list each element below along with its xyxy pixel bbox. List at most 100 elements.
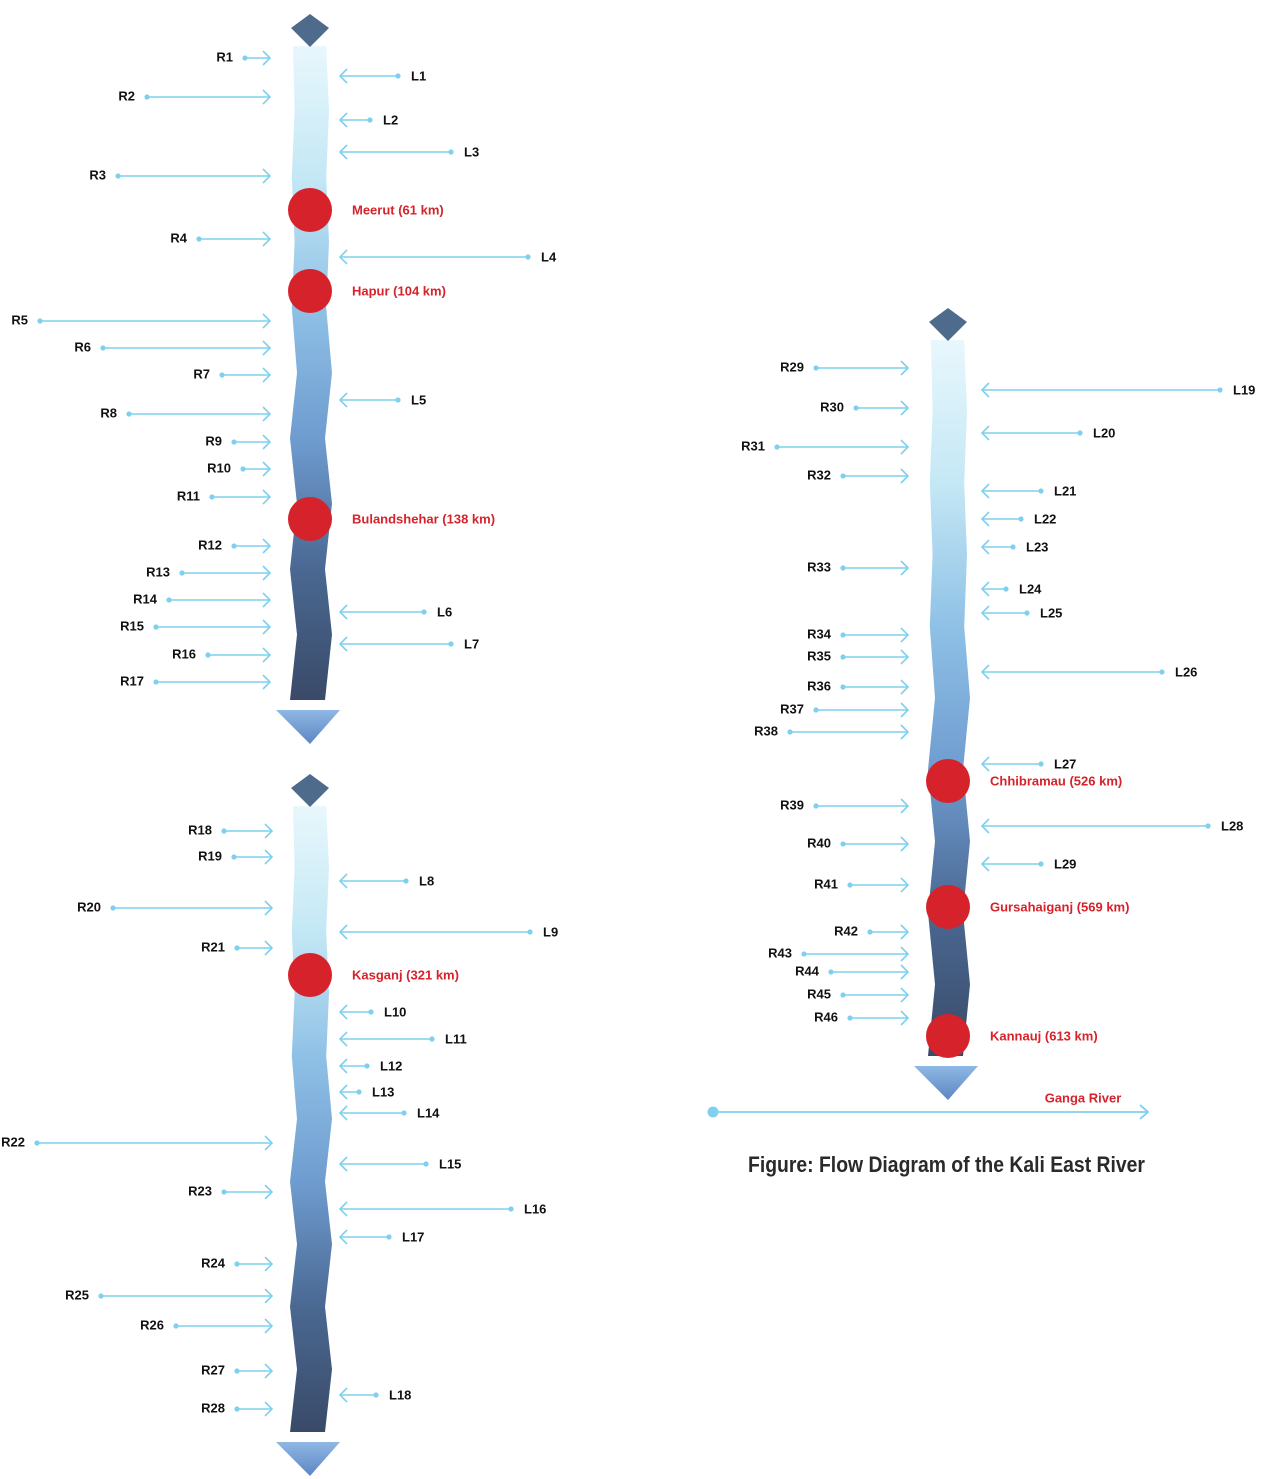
tributary-arrow-r46 [847,1010,910,1026]
river-outflow-arrowhead [914,1066,978,1100]
tributary-arrow-l3 [338,144,454,160]
ganga-river-label: Ganga River [1045,1090,1122,1105]
tributary-label-l2: L2 [383,112,398,127]
tributary-arrow-r33 [840,560,910,576]
tributary-arrow-r9 [231,434,272,450]
tributary-arrow-l24 [980,581,1009,597]
tributary-label-r12: R12 [198,537,222,552]
tributary-label-r32: R32 [807,467,831,482]
tributary-label-r6: R6 [74,339,91,354]
tributary-arrow-r40 [840,836,910,852]
city-marker [288,953,332,997]
tributary-label-r46: R46 [814,1009,838,1024]
tributary-label-r3: R3 [89,167,106,182]
tributary-label-l5: L5 [411,392,426,407]
tributary-label-l27: L27 [1054,756,1076,771]
tributary-label-r26: R26 [140,1317,164,1332]
tributary-label-l17: L17 [402,1229,424,1244]
river-outflow-arrowhead [276,710,340,744]
tributary-label-r22: R22 [1,1134,25,1149]
tributary-arrow-l12 [338,1058,370,1074]
tributary-arrow-r11 [209,489,272,505]
tributary-label-r16: R16 [172,646,196,661]
tributary-label-l28: L28 [1221,818,1243,833]
tributary-arrow-r30 [853,400,910,416]
tributary-label-r36: R36 [807,678,831,693]
city-label: Gursahaiganj (569 km) [990,899,1129,914]
tributary-arrow-r34 [840,627,910,643]
city-marker [926,1014,970,1058]
tributary-label-r44: R44 [795,963,820,978]
tributary-arrow-r8 [126,406,272,422]
tributary-arrow-r19 [231,849,274,865]
tributary-arrow-l25 [980,605,1030,621]
tributary-arrow-l14 [338,1105,407,1121]
tributary-arrow-l29 [980,856,1044,872]
tributary-label-r42: R42 [834,923,858,938]
tributary-label-r9: R9 [205,433,222,448]
tributary-label-r25: R25 [65,1287,89,1302]
tributary-arrow-r5 [37,313,272,329]
tributary-arrow-r13 [179,565,272,581]
river-source-marker [291,14,329,47]
tributary-arrow-r6 [100,340,272,356]
tributary-arrow-l26 [980,664,1165,680]
tributary-label-r18: R18 [188,822,212,837]
tributary-arrow-r3 [115,168,272,184]
tributary-arrow-r21 [234,940,274,956]
tributary-label-r38: R38 [754,723,778,738]
tributary-arrow-l10 [338,1004,374,1020]
tributary-arrow-l19 [980,382,1223,398]
tributary-arrow-r26 [173,1318,274,1334]
tributary-arrow-l2 [338,112,373,128]
tributary-arrow-l15 [338,1156,429,1172]
tributary-arrow-r14 [166,592,272,608]
tributary-arrow-r31 [774,439,910,455]
tributary-arrow-r24 [234,1256,274,1272]
tributary-label-r15: R15 [120,618,144,633]
tributary-arrow-l22 [980,511,1024,527]
tributary-label-r27: R27 [201,1362,225,1377]
river-channel [290,806,332,1432]
city-marker [288,497,332,541]
tributary-label-r5: R5 [11,312,28,327]
tributary-label-l9: L9 [543,924,558,939]
tributary-arrow-l5 [338,392,401,408]
tributary-arrow-r4 [196,231,272,247]
tributary-arrow-r28 [234,1401,274,1417]
city-marker [926,885,970,929]
tributary-arrow-r39 [813,798,910,814]
tributary-label-r34: R34 [807,626,832,641]
tributary-arrow-r17 [153,674,272,690]
tributary-arrow-r25 [98,1288,274,1304]
river-channel [290,46,332,700]
tributary-arrow-r23 [221,1184,274,1200]
tributary-arrow-l16 [338,1201,514,1217]
tributary-label-l11: L11 [445,1031,467,1046]
tributary-label-r45: R45 [807,986,831,1001]
tributary-label-r24: R24 [201,1255,226,1270]
tributary-arrow-l1 [338,68,401,84]
tributary-arrow-r45 [840,987,910,1003]
tributary-arrow-l18 [338,1387,379,1403]
tributary-label-r31: R31 [741,438,765,453]
tributary-arrow-l9 [338,924,533,940]
ganga-river-arrow [707,1104,1150,1120]
tributary-label-r21: R21 [201,939,225,954]
river-source-marker [291,774,329,807]
tributary-label-r13: R13 [146,564,170,579]
tributary-arrow-l17 [338,1229,392,1245]
figure-caption: Figure: Flow Diagram of the Kali East Ri… [748,1152,1145,1177]
tributary-arrow-l21 [980,483,1044,499]
tributary-arrow-l6 [338,604,427,620]
tributary-label-r1: R1 [216,49,233,64]
tributary-arrow-r7 [219,367,272,383]
tributary-arrow-l28 [980,818,1211,834]
tributary-arrow-r27 [234,1363,274,1379]
city-label: Hapur (104 km) [352,283,446,298]
tributary-label-r40: R40 [807,835,831,850]
tributary-arrow-r18 [221,823,274,839]
tributary-label-l23: L23 [1026,539,1048,554]
tributary-label-r4: R4 [170,230,187,245]
